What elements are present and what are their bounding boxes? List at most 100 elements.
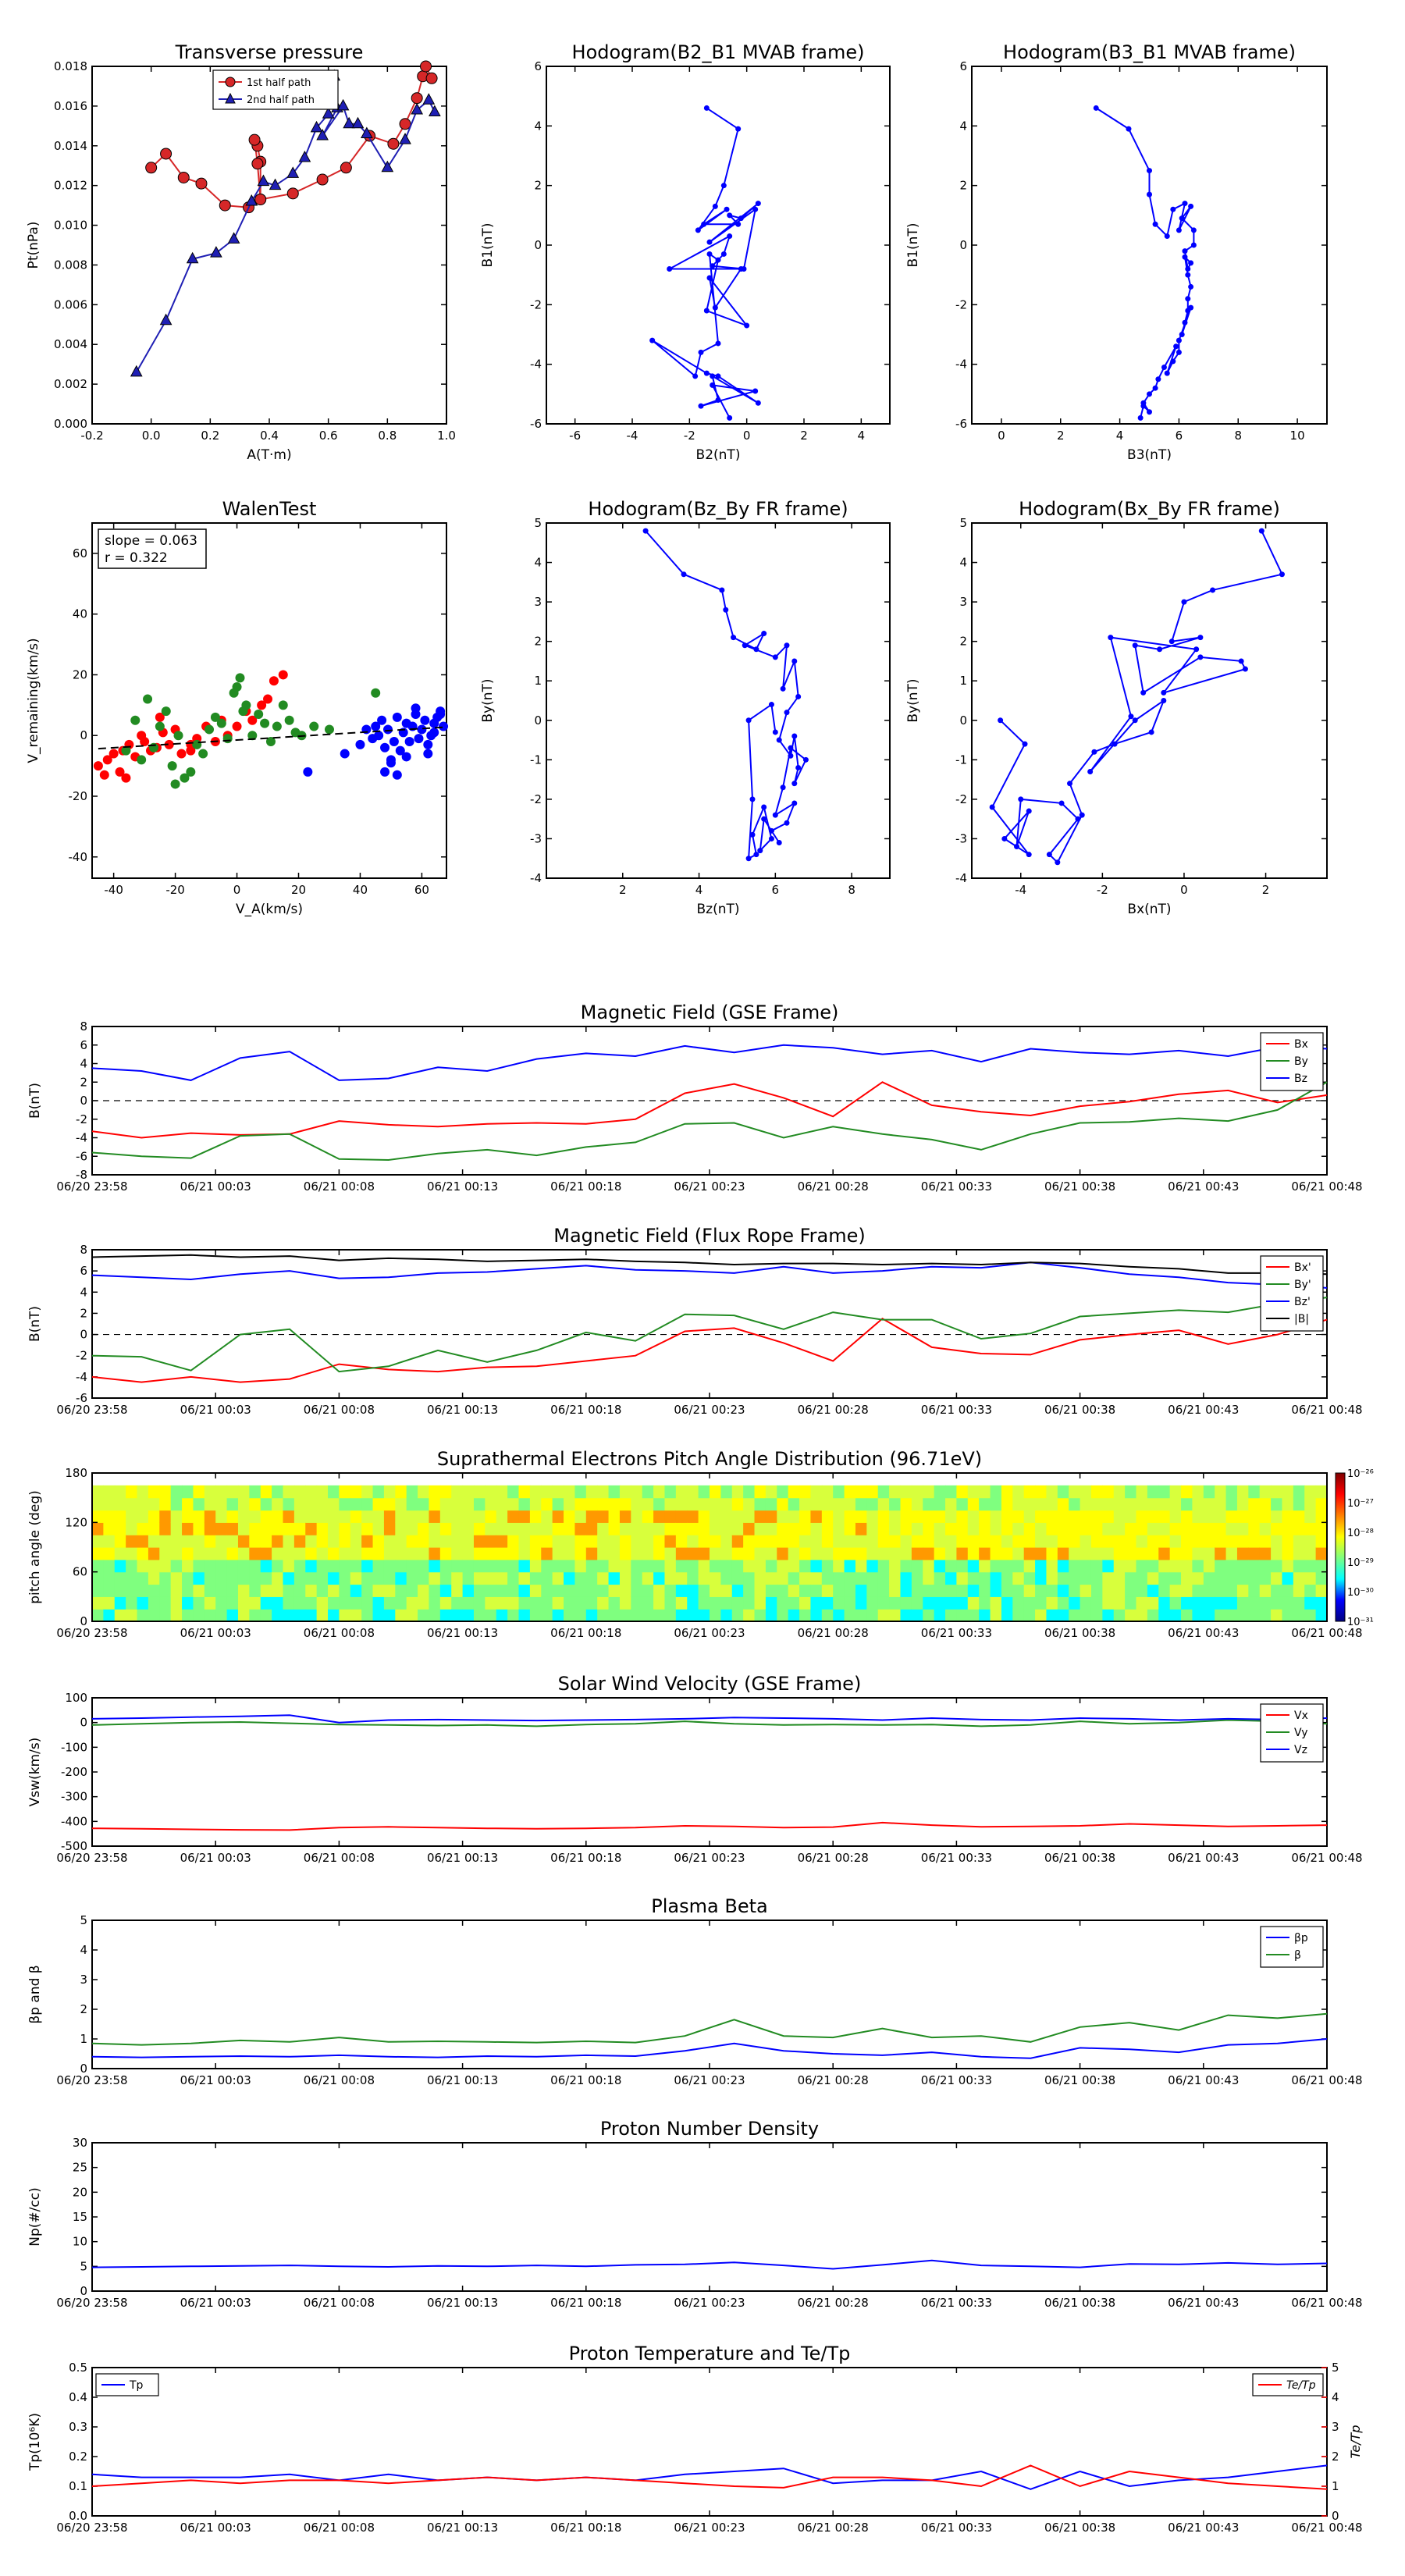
panel-title: Proton Number Density — [600, 2118, 819, 2140]
heatmap-cell — [451, 1609, 464, 1622]
y-tick-label: 0.3 — [69, 2420, 87, 2434]
data-point — [715, 397, 721, 403]
time-tick-label: 06/21 00:18 — [550, 1179, 621, 1194]
heatmap-cell — [731, 1547, 744, 1560]
heatmap-cell — [564, 1596, 576, 1610]
data-point — [429, 728, 439, 738]
heatmap-cell — [418, 1571, 430, 1585]
heatmap-cell — [1125, 1609, 1137, 1622]
heatmap-cell — [518, 1584, 531, 1597]
y-tick-label: 5 — [80, 2259, 87, 2273]
y-tick-label: -500 — [61, 1839, 87, 1853]
data-point — [411, 102, 424, 115]
heatmap-cell — [799, 1596, 812, 1610]
heatmap-cell — [126, 1596, 138, 1610]
heatmap-cell — [1282, 1535, 1294, 1548]
heatmap-cell — [316, 1510, 329, 1523]
heatmap-cell — [799, 1609, 812, 1622]
heatmap-cell — [395, 1571, 407, 1585]
heatmap-cell — [361, 1547, 374, 1560]
data-point — [254, 193, 267, 205]
heatmap-cell — [328, 1510, 340, 1523]
heatmap-cell — [496, 1559, 508, 1573]
heatmap-cell — [1181, 1535, 1193, 1548]
heatmap-cell — [889, 1535, 902, 1548]
heatmap-cell — [518, 1547, 531, 1560]
heatmap-cell — [799, 1522, 812, 1535]
heatmap-cell — [395, 1596, 407, 1610]
data-point — [710, 382, 716, 388]
series-line-vy — [91, 1719, 1328, 1727]
heatmap-cell — [619, 1522, 631, 1535]
heatmap-cell — [237, 1547, 250, 1560]
y-tick-label: 0.002 — [54, 377, 87, 391]
heatmap-cell — [777, 1571, 789, 1585]
heatmap-cell — [619, 1535, 631, 1548]
data-point — [180, 773, 190, 783]
data-point — [1108, 635, 1114, 641]
colorbar-bar — [1335, 1472, 1346, 1622]
heatmap-cell — [226, 1522, 239, 1535]
heatmap-cell — [1001, 1485, 1013, 1499]
data-point — [238, 706, 248, 717]
heatmap-cell — [698, 1535, 710, 1548]
y-tick-label: 2 — [534, 635, 542, 649]
x-axis-label: A(T·m) — [247, 447, 291, 463]
heatmap-cell — [339, 1547, 351, 1560]
y-tick-label: 0 — [80, 1094, 87, 1108]
heatmap-cell — [1293, 1547, 1305, 1560]
heatmap-cell — [731, 1485, 744, 1499]
heatmap-cell — [1069, 1497, 1081, 1511]
series-line-1 — [151, 64, 432, 208]
heatmap-cell — [1057, 1485, 1069, 1499]
heatmap-cell — [272, 1510, 284, 1523]
data-point — [411, 703, 421, 713]
legend-label: |B| — [1294, 1313, 1309, 1325]
panel-title: Hodogram(B2_B1 MVAB frame) — [572, 41, 865, 63]
heatmap-cell — [395, 1497, 407, 1511]
data-point — [755, 400, 761, 406]
y-tick-label: 0 — [534, 238, 542, 252]
time-tick-label: 06/21 00:23 — [674, 1179, 745, 1194]
heatmap-cell — [990, 1522, 1002, 1535]
data-point — [749, 796, 756, 802]
y-axis-label: pitch angle (deg) — [27, 1490, 43, 1604]
data-point — [284, 715, 294, 725]
y-axis-label: Np(#/cc) — [27, 2187, 43, 2246]
heatmap-cell — [272, 1596, 284, 1610]
heatmap-cell — [103, 1497, 116, 1511]
y-tick-label: 0 — [80, 1614, 87, 1628]
y-tick-label: -20 — [69, 789, 88, 803]
heatmap-cell — [1046, 1571, 1058, 1585]
heatmap-cell — [1282, 1510, 1294, 1523]
data-point — [336, 98, 350, 111]
heatmap-cell — [889, 1559, 902, 1573]
data-point — [1170, 206, 1176, 212]
panel-title: Solar Wind Velocity (GSE Frame) — [558, 1673, 862, 1695]
data-point — [1147, 191, 1152, 197]
heatmap-cell — [395, 1522, 407, 1535]
data-point — [177, 171, 190, 183]
y-tick-label: 4 — [959, 556, 967, 570]
heatmap-cell — [833, 1571, 845, 1585]
data-point — [727, 415, 733, 421]
heatmap-cell — [451, 1497, 464, 1511]
heatmap-cell — [1090, 1584, 1103, 1597]
heatmap-cell — [675, 1535, 688, 1548]
y-tick-label: 1 — [959, 674, 967, 688]
heatmap-cell — [698, 1510, 710, 1523]
heatmap-cell — [1203, 1547, 1215, 1560]
heatmap-cell — [1035, 1497, 1048, 1511]
heatmap-cell — [1236, 1522, 1249, 1535]
heatmap-cell — [1282, 1596, 1294, 1610]
data-point — [791, 658, 798, 664]
legend-label: Vz — [1294, 1744, 1307, 1756]
heatmap-cell — [754, 1535, 767, 1548]
heatmap-cell — [788, 1497, 800, 1511]
heatmap-cell — [574, 1559, 587, 1573]
heatmap-cell — [305, 1497, 318, 1511]
heatmap-cell — [372, 1559, 385, 1573]
heatmap-cell — [1023, 1547, 1036, 1560]
heatmap-cell — [249, 1522, 261, 1535]
heatmap-cell — [1125, 1535, 1137, 1548]
